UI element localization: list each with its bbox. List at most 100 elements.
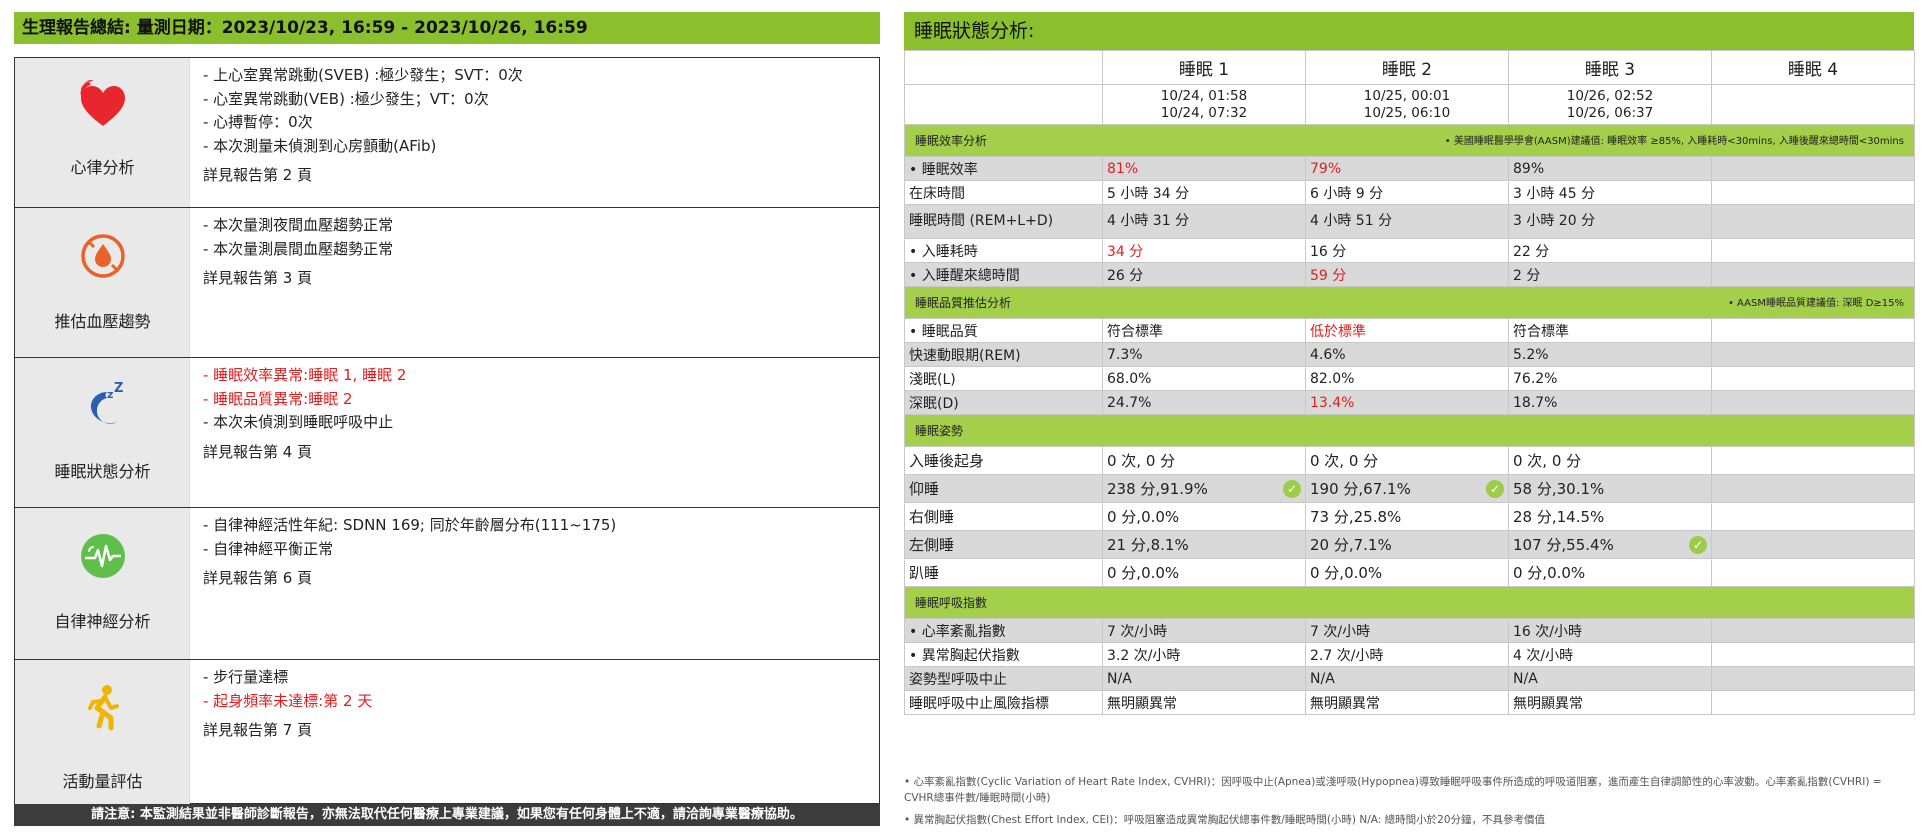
cell-value: 符合標準 [1513, 323, 1569, 340]
summary-content: - 本次量測夜間血壓趨勢正常 - 本次量測晨間血壓趨勢正常 詳見報告第 3 頁 [203, 214, 871, 291]
cell-value: 7 次/小時 [1107, 623, 1168, 640]
summary-line: - 本次量測夜間血壓趨勢正常 [203, 216, 394, 234]
table-cell: 0 次, 0 分 [1508, 446, 1712, 475]
table-cell [1711, 530, 1915, 559]
cell-value: 0 分,0.0% [1107, 564, 1180, 582]
table-row: 快速動眼期(REM) 7.3% 4.6% 5.2% [904, 342, 1915, 367]
table-cell [1711, 180, 1915, 205]
table-cell: N/A [1102, 666, 1306, 691]
time-range-cell: 10/24, 01:58 10/24, 07:32 [1102, 84, 1306, 125]
table-cell: ✓ 190 分,67.1% [1305, 474, 1509, 503]
summary-line: - 本次未偵測到睡眠呼吸中止 [203, 413, 394, 431]
section-breathing-index: 睡眠呼吸指數 [904, 586, 1915, 619]
table-row: • 睡眠效率 81% 79% 89% [904, 156, 1915, 181]
section-sleep-posture: 睡眠姿勢 [904, 414, 1915, 447]
cell-value: 2 分 [1513, 267, 1541, 284]
table-cell: 24.7% [1102, 390, 1306, 415]
section-note: • 美國睡眠醫學學會(AASM)建議值: 睡眠效率 ≥85%, 入睡耗時<30m… [1444, 136, 1904, 147]
start-time: 10/25, 00:01 [1363, 87, 1451, 104]
row-label: 入睡後起身 [904, 446, 1103, 475]
table-row: • 異常胸起伏指數 3.2 次/小時 2.7 次/小時 4 次/小時 [904, 642, 1915, 667]
table-cell: 58 分,30.1% [1508, 474, 1712, 503]
table-cell: 89% [1508, 156, 1712, 181]
table-cell: 0 次, 0 分 [1305, 446, 1509, 475]
cell-value: 21 分,8.1% [1107, 536, 1189, 554]
page-reference: 詳見報告第 7 頁 [203, 721, 313, 739]
summary-line: - 心室異常跳動(VEB) :極少發生；VT：0次 [203, 89, 489, 108]
table-row: 姿勢型呼吸中止 N/A N/A N/A [904, 666, 1915, 691]
row-label: 睡眠時間 (REM+L+D) [904, 204, 1103, 239]
time-range-cell [1711, 84, 1915, 125]
cell-value: 4.6% [1310, 346, 1346, 363]
cvhri-footnote: • 心率紊亂指數(Cyclic Variation of Heart Rate … [904, 776, 1882, 804]
table-cell: 13.4% [1305, 390, 1509, 415]
table-cell: 73 分,25.8% [1305, 502, 1509, 531]
table-cell [1711, 446, 1915, 475]
cell-value: 4 小時 31 分 [1107, 213, 1190, 229]
time-range-cell: 10/26, 02:52 10/26, 06:37 [1508, 84, 1712, 125]
summary-category-cell: 推估血壓趨勢 [15, 208, 190, 357]
table-cell: 3.2 次/小時 [1102, 642, 1306, 667]
page-reference: 詳見報告第 6 頁 [203, 569, 313, 587]
table-cell: 符合標準 [1508, 318, 1712, 343]
cell-value: 符合標準 [1107, 323, 1163, 340]
summary-category-cell: 自律神經分析 [15, 508, 190, 659]
summary-line: - 上心室異常跳動(SVEB) :極少發生；SVT：0次 [203, 66, 523, 84]
cell-value: 58 分,30.1% [1513, 480, 1605, 498]
row-label: 睡眠呼吸中止風險指標 [904, 690, 1103, 715]
summary-table: 心律分析 - 上心室異常跳動(SVEB) :極少發生；SVT：0次 - 心室異常跳動… [14, 57, 880, 805]
heartbeat-monitor-icon [77, 530, 129, 582]
cell-value: 107 分,55.4% [1513, 536, 1614, 554]
start-time: 10/24, 01:58 [1160, 87, 1248, 104]
cell-value: 26 分 [1107, 267, 1144, 284]
summary-category-cell: 心律分析 [15, 58, 190, 207]
table-cell [1711, 238, 1915, 263]
column-header: 睡眠 1 [1102, 50, 1306, 85]
cell-value: 無明顯異常 [1513, 695, 1583, 712]
table-cell: 34 分 [1102, 238, 1306, 263]
table-cell: 16 次/小時 [1508, 618, 1712, 643]
page-reference: 詳見報告第 4 頁 [203, 442, 313, 461]
table-row: 睡眠時間 (REM+L+D) 4 小時 31 分 4 小時 51 分 3 小時 20 … [904, 204, 1915, 239]
table-cell: N/A [1305, 666, 1509, 691]
row-label: 快速動眼期(REM) [904, 342, 1103, 367]
row-label: 姿勢型呼吸中止 [904, 666, 1103, 691]
check-icon: ✓ [1486, 480, 1504, 498]
table-cell: 0 分,0.0% [1508, 558, 1712, 587]
table-row: 深眠(D) 24.7% 13.4% 18.7% [904, 390, 1915, 415]
cell-value: 18.7% [1513, 394, 1558, 411]
table-cell [1711, 642, 1915, 667]
summary-line: - 心搏暫停：0次 [203, 113, 313, 131]
summary-row: z Z 睡眠狀態分析 - 睡眠效率異常:睡眠 1, 睡眠 2 - 睡眠品質異常:睡眠 2… [15, 358, 879, 508]
table-row: 仰睡 ✓ 238 分,91.9% ✓ 190 分,67.1% 58 分,30.1% [904, 474, 1915, 503]
time-range-cell: 10/25, 00:01 10/25, 06:10 [1305, 84, 1509, 125]
section-title-cell: 睡眠呼吸指數 [904, 586, 1915, 619]
table-cell: 3 小時 20 分 [1508, 204, 1712, 239]
cell-value: 68.0% [1107, 370, 1152, 387]
summary-row: 心律分析 - 上心室異常跳動(SVEB) :極少發生；SVT：0次 - 心室異常跳動… [15, 58, 879, 208]
table-cell: 16 分 [1305, 238, 1509, 263]
table-cell: 28 分,14.5% [1508, 502, 1712, 531]
cell-value: N/A [1107, 670, 1132, 687]
table-cell: 4 次/小時 [1508, 642, 1712, 667]
cell-value: 79% [1310, 160, 1342, 177]
sleep-analysis-panel: 睡眠狀態分析: 睡眠 1 睡眠 2 睡眠 3 睡眠 4 10/24, 01:58 10/2… [904, 12, 1915, 828]
time-range-row: 10/24, 01:58 10/24, 07:32 10/25, 00:01 10/2… [904, 84, 1915, 125]
summary-line: - 睡眠品質異常:睡眠 2 [203, 389, 353, 408]
row-label: • 入睡醒來總時間 [904, 262, 1103, 287]
cell-value: 無明顯異常 [1107, 695, 1177, 712]
table-row: 淺眠(L) 68.0% 82.0% 76.2% [904, 366, 1915, 391]
end-time: 10/26, 06:37 [1566, 104, 1654, 121]
summary-line: - 睡眠效率異常:睡眠 1, 睡眠 2 [203, 366, 407, 384]
table-row: • 入睡醒來總時間 26 分 59 分 2 分 [904, 262, 1915, 287]
table-cell: 7 次/小時 [1102, 618, 1306, 643]
column-header: 睡眠 4 [1711, 50, 1915, 85]
cell-value: 0 次, 0 分 [1513, 452, 1582, 470]
summary-row: 活動量評估 - 步行量達標 - 起身頻率未達標:第 2 天詳見報告第 7 頁 [15, 660, 879, 805]
summary-category-label: 自律神經分析 [54, 612, 151, 631]
table-cell: 81% [1102, 156, 1306, 181]
blood-drop-icon [77, 230, 129, 282]
table-cell: 21 分,8.1% [1102, 530, 1306, 559]
table-cell: 20 分,7.1% [1305, 530, 1509, 559]
